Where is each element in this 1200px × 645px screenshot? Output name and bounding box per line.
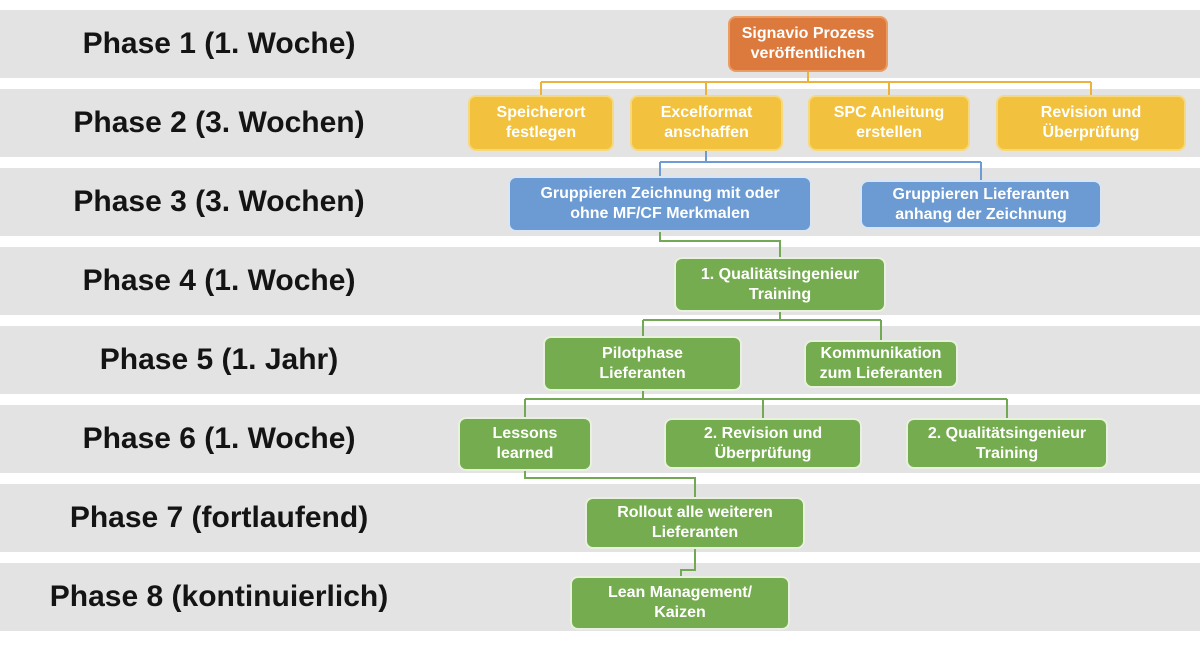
node-gruppieren-lieferanten: Gruppieren Lieferanten anhang der Zeichn… <box>860 180 1102 229</box>
phase-label-3: Phase 3 (3. Wochen) <box>73 185 365 218</box>
node-spc-anleitung: SPC Anleitung erstellen <box>808 95 970 151</box>
phase-label-7: Phase 7 (fortlaufend) <box>69 501 369 534</box>
phase-label-1: Phase 1 (1. Woche) <box>82 27 356 60</box>
phase-band-4: Phase 4 (1. Woche) <box>0 247 1200 315</box>
node-revision-2: 2. Revision und Überprüfung <box>664 418 862 469</box>
node-gruppieren-zeichnung: Gruppieren Zeichnung mit oder ohne MF/CF… <box>508 176 812 232</box>
phase-label-4: Phase 4 (1. Woche) <box>82 264 356 297</box>
node-kommunikation: Kommunikation zum Lieferanten <box>804 340 958 388</box>
phase-label-8: Phase 8 (kontinuierlich) <box>49 580 389 613</box>
phase-band-1: Phase 1 (1. Woche) <box>0 10 1200 78</box>
node-excelformat: Excelformat anschaffen <box>630 95 783 151</box>
phase-label-6: Phase 6 (1. Woche) <box>82 422 356 455</box>
node-revision-1: Revision und Überprüfung <box>996 95 1186 151</box>
phase-label-2: Phase 2 (3. Wochen) <box>73 106 365 139</box>
node-lean-kaizen: Lean Management/ Kaizen <box>570 576 790 630</box>
node-lessons-learned: Lessons learned <box>458 417 592 471</box>
node-signavio-prozess: Signavio Prozess veröffentlichen <box>728 16 888 72</box>
node-qi-training-2: 2. Qualitätsingenieur Training <box>906 418 1108 469</box>
phase-label-5: Phase 5 (1. Jahr) <box>99 343 339 376</box>
node-rollout: Rollout alle weiteren Lieferanten <box>585 497 805 549</box>
node-qi-training-1: 1. Qualitätsingenieur Training <box>674 257 886 312</box>
node-speicherort: Speicherort festlegen <box>468 95 614 151</box>
node-pilotphase: Pilotphase Lieferanten <box>543 336 742 391</box>
